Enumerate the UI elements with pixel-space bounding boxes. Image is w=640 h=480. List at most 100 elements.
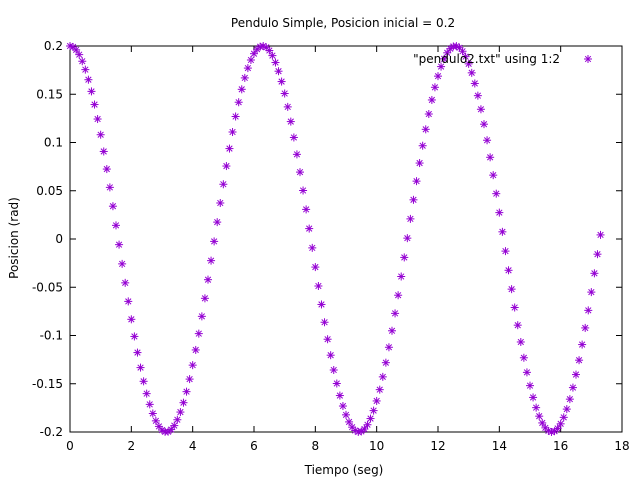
- x-tick-label: 6: [250, 439, 258, 453]
- data-point: [329, 365, 338, 374]
- x-axis-label: Tiempo (seg): [304, 463, 384, 477]
- data-point: [231, 112, 240, 121]
- data-point: [510, 303, 519, 312]
- data-point: [513, 321, 522, 330]
- data-point: [148, 409, 157, 418]
- data-point: [105, 183, 114, 192]
- legend-marker-symbol: [584, 55, 592, 63]
- data-point: [87, 87, 96, 96]
- data-point: [596, 230, 605, 239]
- data-point: [476, 105, 485, 114]
- data-point: [204, 275, 212, 284]
- data-point: [127, 315, 136, 324]
- x-tick-label: 14: [492, 439, 507, 453]
- data-point: [378, 372, 387, 381]
- data-point: [581, 323, 590, 332]
- data-point: [72, 45, 81, 54]
- data-point: [403, 234, 412, 243]
- data-point: [302, 205, 311, 214]
- data-point: [124, 297, 133, 306]
- data-point: [317, 300, 326, 309]
- data-point: [118, 259, 127, 268]
- data-point: [84, 75, 93, 84]
- x-tick-label: 18: [614, 439, 629, 453]
- data-point: [345, 417, 354, 426]
- data-point: [130, 332, 139, 341]
- data-point: [219, 180, 228, 189]
- data-point: [495, 208, 504, 217]
- data-point: [188, 361, 197, 370]
- data-point: [305, 224, 314, 233]
- data-point: [274, 67, 283, 76]
- data-point: [565, 395, 574, 404]
- data-point: [363, 420, 372, 429]
- data-point: [535, 412, 544, 421]
- data-point: [289, 133, 298, 142]
- data-point: [112, 221, 120, 230]
- data-point: [486, 153, 495, 162]
- data-point: [228, 128, 237, 137]
- x-tick-label: 12: [430, 439, 445, 453]
- data-point: [81, 65, 90, 74]
- plot-frame: [69, 45, 623, 433]
- data-point: [197, 312, 206, 321]
- data-point: [280, 89, 289, 98]
- data-point: [360, 425, 369, 434]
- data-point: [185, 375, 194, 384]
- data-point: [234, 98, 243, 107]
- data-point: [412, 177, 421, 186]
- data-point: [108, 202, 117, 211]
- data-point: [225, 144, 234, 153]
- y-tick-label: -0.2: [40, 425, 63, 439]
- data-point: [440, 54, 449, 63]
- data-point: [240, 73, 249, 82]
- data-point: [584, 306, 593, 315]
- data-point: [311, 263, 320, 272]
- data-point: [421, 125, 430, 134]
- data-point: [394, 291, 403, 300]
- data-point: [464, 59, 473, 68]
- data-point: [213, 218, 222, 227]
- data-point: [90, 100, 99, 109]
- legend-marker: [584, 55, 592, 63]
- data-point: [516, 337, 525, 346]
- data-point: [501, 247, 510, 256]
- data-point: [136, 363, 145, 372]
- x-ticks: 0 2 4 6 8 10 12 14 16 18: [66, 46, 630, 453]
- data-point: [200, 294, 209, 303]
- data-point: [133, 348, 142, 357]
- legend: "pendulo2.txt" using 1:2: [413, 52, 592, 66]
- data-point: [308, 243, 317, 252]
- y-tick-label: -0.05: [32, 280, 63, 294]
- chart-title: Pendulo Simple, Posicion inicial = 0.2: [231, 16, 455, 30]
- data-point: [142, 389, 151, 398]
- data-point: [473, 91, 482, 100]
- legend-label: "pendulo2.txt" using 1:2: [413, 52, 560, 66]
- data-point: [216, 199, 225, 208]
- data-point: [483, 136, 492, 145]
- data-point: [538, 418, 547, 427]
- data-point: [271, 58, 280, 67]
- data-point: [461, 52, 470, 61]
- data-point: [182, 387, 191, 396]
- data-point: [526, 381, 534, 390]
- data-point: [194, 329, 203, 338]
- data-point: [575, 356, 584, 365]
- x-tick-label: 2: [128, 439, 136, 453]
- data-point: [391, 309, 400, 318]
- data-point: [443, 48, 452, 57]
- data-point: [467, 68, 476, 77]
- data-point: [179, 398, 188, 407]
- data-point: [568, 383, 577, 392]
- y-tick-label: -0.15: [32, 377, 63, 391]
- data-point: [430, 83, 439, 92]
- data-point: [369, 406, 378, 415]
- data-point: [326, 351, 335, 360]
- data-point: [427, 95, 436, 104]
- y-axis-label: Posicion (rad): [7, 197, 21, 279]
- x-tick-label: 8: [312, 439, 320, 453]
- data-point: [498, 227, 507, 236]
- x-tick-label: 16: [553, 439, 568, 453]
- axes: [69, 45, 623, 433]
- data-point: [268, 51, 277, 60]
